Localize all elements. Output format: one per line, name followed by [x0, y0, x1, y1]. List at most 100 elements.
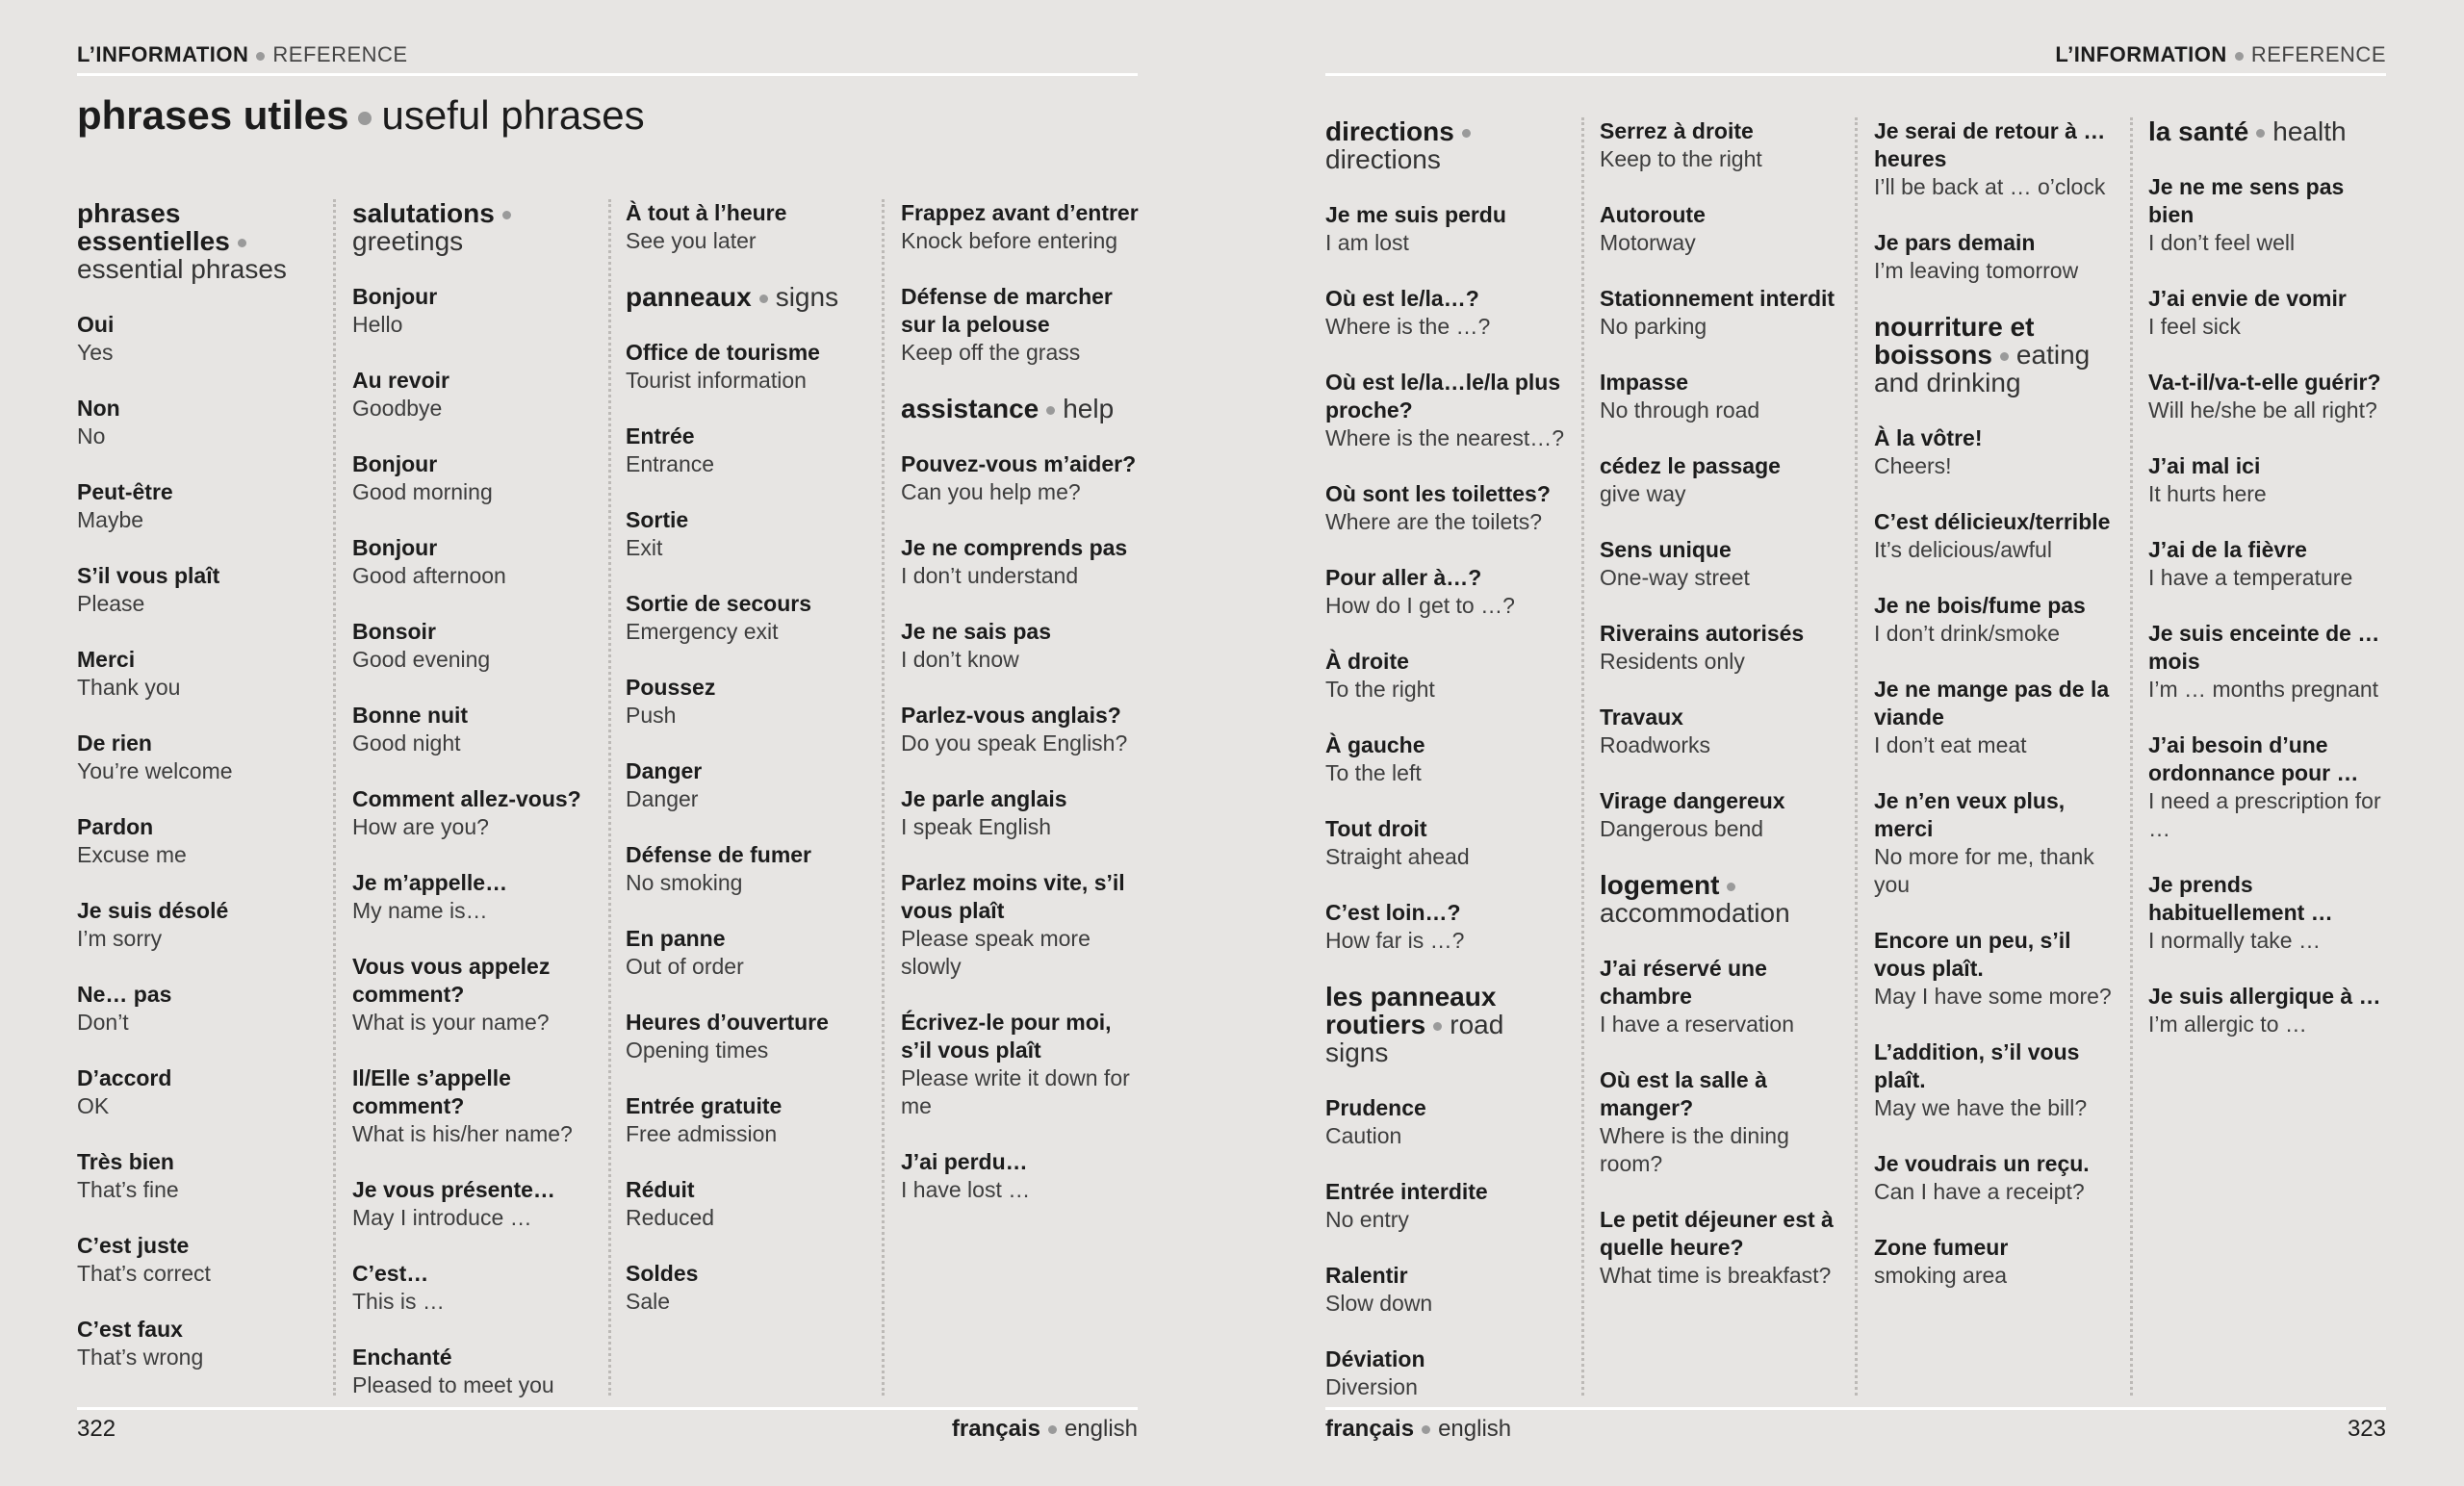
- phrase-entry: C’est… This is …: [352, 1260, 598, 1316]
- phrase-french: Où est le/la…?: [1325, 286, 1479, 311]
- phrase-english: I have a temperature: [2148, 565, 2353, 590]
- phrase-entry: Travaux Roadworks: [1600, 704, 1845, 759]
- phrase-column: Serrez à droite Keep to the right Autorout…: [1600, 117, 1845, 1318]
- running-header: L’INFORMATION REFERENCE: [77, 42, 408, 67]
- phrase-entry: En panne Out of order: [626, 925, 871, 981]
- phrase-entry: Il/Elle s’appelle comment? What is his/he…: [352, 1064, 598, 1148]
- phrase-french: J’ai envie de vomir: [2148, 286, 2347, 311]
- phrase-entry: Je ne comprends pas I don’t understand: [901, 534, 1146, 590]
- phrase-column: salutationsgreetings Bonjour Hello Au revoi…: [352, 199, 598, 1427]
- phrase-entry: Entrée interdite No entry: [1325, 1178, 1571, 1234]
- phrase-french: Réduit: [626, 1177, 695, 1202]
- phrase-french: Je m’appelle…: [352, 870, 508, 895]
- phrase-english: How are you?: [352, 814, 489, 839]
- phrase-entry: Pardon Excuse me: [77, 813, 322, 869]
- phrase-english: Good night: [352, 730, 461, 756]
- phrase-english: See you later: [626, 228, 757, 253]
- phrase-french: En panne: [626, 926, 726, 951]
- phrase-english: May we have the bill?: [1874, 1095, 2088, 1120]
- phrase-entry: Très bien That’s fine: [77, 1148, 322, 1204]
- page-number: 323: [2347, 1416, 2386, 1442]
- phrase-entry: Prudence Caution: [1325, 1094, 1571, 1150]
- phrase-french: Où est la salle à manger?: [1600, 1067, 1767, 1120]
- phrase-english: Push: [626, 703, 677, 728]
- phrase-french: Frappez avant d’entrer: [901, 200, 1139, 225]
- column-divider: [2130, 117, 2133, 1396]
- phrase-english: Tourist information: [626, 368, 807, 393]
- phrase-english: Out of order: [626, 954, 744, 979]
- phrase-french: Bonne nuit: [352, 703, 469, 728]
- phrase-english: That’s wrong: [77, 1345, 204, 1370]
- phrase-entry: Je prends habituellement … I normally tak…: [2148, 871, 2394, 955]
- phrase-column: Frappez avant d’entrer Knock before enter…: [901, 199, 1146, 1232]
- phrase-french: Écrivez-le pour moi, s’il vous plaît: [901, 1010, 1112, 1063]
- column-divider: [333, 199, 336, 1396]
- section-heading: la santé health: [2148, 117, 2394, 145]
- phrase-entry: Pouvez-vous m’aider? Can you help me?: [901, 450, 1146, 506]
- phrase-english: No more for me, thank you: [1874, 844, 2094, 897]
- phrase-entry: Virage dangereux Dangerous bend: [1600, 787, 1845, 843]
- phrase-entry: Serrez à droite Keep to the right: [1600, 117, 1845, 173]
- phrase-french: Va-t-il/va-t-elle guérir?: [2148, 370, 2381, 395]
- separator-dot: [256, 51, 266, 61]
- phrase-french: Vous vous appelez comment?: [352, 954, 551, 1007]
- phrase-english: Can you help me?: [901, 479, 1081, 504]
- phrase-english: I speak English: [901, 814, 1051, 839]
- phrase-column: phrases essentiellesessential phrases Oui…: [77, 199, 322, 1399]
- phrase-english: I’ll be back at … o’clock: [1874, 174, 2106, 199]
- separator-dot: [1046, 406, 1056, 416]
- phrase-entry: Danger Danger: [626, 757, 871, 813]
- phrase-english: May I introduce …: [352, 1205, 532, 1230]
- phrase-entry: Où est le/la…le/la plus proche? Where is …: [1325, 369, 1571, 452]
- phrase-french: Tout droit: [1325, 816, 1427, 841]
- phrase-english: What is his/her name?: [352, 1121, 573, 1146]
- phrase-english: It hurts here: [2148, 481, 2267, 506]
- phrase-entry: Poussez Push: [626, 674, 871, 730]
- phrase-entry: Encore un peu, s’il vous plaît. May I hav…: [1874, 927, 2119, 1011]
- phrase-french: J’ai besoin d’une ordonnance pour …: [2148, 732, 2359, 785]
- phrase-entry: Autoroute Motorway: [1600, 201, 1845, 257]
- phrase-french: C’est…: [352, 1261, 429, 1286]
- phrase-entry: Vous vous appelez comment? What is your n…: [352, 953, 598, 1037]
- phrase-english: Straight ahead: [1325, 844, 1470, 869]
- phrase-entry: À droite To the right: [1325, 648, 1571, 704]
- phrase-french: J’ai de la fièvre: [2148, 537, 2307, 562]
- section-heading: logementaccommodation: [1600, 871, 1845, 927]
- phrase-entry: Entrée gratuite Free admission: [626, 1092, 871, 1148]
- phrase-english: Maybe: [77, 507, 144, 532]
- phrase-entry: C’est faux That’s wrong: [77, 1316, 322, 1371]
- header-rule: [77, 73, 1138, 76]
- phrase-entry: Bonjour Good morning: [352, 450, 598, 506]
- header-rule: [1325, 73, 2386, 76]
- phrase-english: Caution: [1325, 1123, 1402, 1148]
- phrase-entry: S’il vous plaît Please: [77, 562, 322, 618]
- phrase-entry: Où est le/la…? Where is the …?: [1325, 285, 1571, 341]
- phrase-english: Please speak more slowly: [901, 926, 1091, 979]
- phrase-french: Je n’en veux plus, merci: [1874, 788, 2066, 841]
- phrase-english: Emergency exit: [626, 619, 779, 644]
- phrase-english: I have lost …: [901, 1177, 1031, 1202]
- phrase-french: Entrée: [626, 423, 695, 448]
- phrase-entry: Heures d’ouverture Opening times: [626, 1009, 871, 1064]
- phrase-english: Residents only: [1600, 649, 1745, 674]
- phrase-entry: J’ai de la fièvre I have a temperature: [2148, 536, 2394, 592]
- phrase-french: Office de tourisme: [626, 340, 820, 365]
- phrase-french: Oui: [77, 312, 115, 337]
- phrase-english: Danger: [626, 786, 699, 811]
- phrase-french: À gauche: [1325, 732, 1425, 757]
- separator-dot: [2256, 129, 2266, 139]
- phrase-entry: C’est juste That’s correct: [77, 1232, 322, 1288]
- phrase-french: Au revoir: [352, 368, 449, 393]
- phrase-english: Do you speak English?: [901, 730, 1128, 756]
- phrase-entry: Je me suis perdu I am lost: [1325, 201, 1571, 257]
- heading-french: assistance: [901, 394, 1040, 423]
- phrase-entry: Tout droit Straight ahead: [1325, 815, 1571, 871]
- phrase-entry: Impasse No through road: [1600, 369, 1845, 424]
- phrase-french: Parlez-vous anglais?: [901, 703, 1121, 728]
- phrase-french: Je ne bois/fume pas: [1874, 593, 2086, 618]
- phrase-english: No smoking: [626, 870, 743, 895]
- phrase-french: Serrez à droite: [1600, 118, 1754, 143]
- phrase-french: Zone fumeur: [1874, 1235, 2009, 1260]
- phrase-english: Good afternoon: [352, 563, 506, 588]
- footer-languages: français english: [952, 1416, 1138, 1443]
